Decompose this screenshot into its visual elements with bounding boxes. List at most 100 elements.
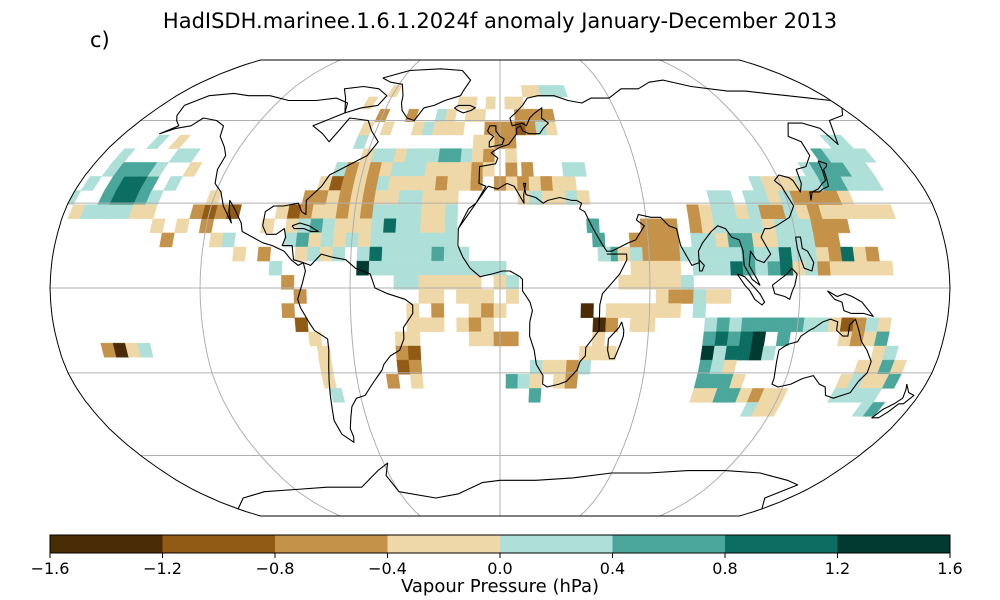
- anomaly-cell: [602, 345, 617, 361]
- anomaly-cell: [629, 246, 644, 262]
- anomaly-cell: [418, 317, 433, 332]
- anomaly-cell: [323, 204, 339, 219]
- anomaly-cell: [421, 190, 436, 205]
- anomaly-cell: [471, 148, 484, 163]
- anomaly-cell: [572, 162, 587, 177]
- anomaly-cell: [361, 190, 377, 205]
- meridian-line: [579, 60, 651, 516]
- coastline-iceland: [454, 104, 476, 114]
- anomaly-cell: [586, 218, 600, 234]
- anomaly-cell: [295, 232, 310, 248]
- anomaly-cell: [760, 345, 777, 361]
- anomaly-cell: [505, 162, 518, 177]
- anomaly-cell: [333, 218, 349, 234]
- anomaly-cell: [419, 232, 433, 248]
- anomaly-cell: [359, 204, 375, 219]
- anomaly-cell: [679, 246, 694, 262]
- anomaly-cell: [145, 134, 171, 149]
- anomaly-cell: [481, 289, 494, 304]
- anomaly-cell: [432, 218, 446, 234]
- anomaly-cell: [385, 190, 400, 205]
- anomaly-cell: [829, 260, 844, 276]
- panel-label: c): [90, 28, 110, 52]
- anomaly-cell: [692, 303, 707, 318]
- anomaly-cell: [853, 148, 877, 163]
- anomaly-cell: [466, 96, 478, 110]
- coastline-cuba: [291, 222, 319, 233]
- anomaly-cell: [419, 218, 434, 234]
- anomaly-cell: [394, 331, 409, 347]
- anomaly-cell: [443, 246, 457, 262]
- anomaly-cell: [373, 190, 389, 205]
- anomaly-cell: [281, 275, 295, 290]
- anomaly-cell: [754, 260, 769, 276]
- anomaly-cell: [413, 162, 428, 177]
- coastline-japan: [809, 160, 830, 201]
- anomaly-cell: [690, 232, 705, 248]
- colorbar: −1.6 −1.2 −0.8 −0.4 0.0 0.4 0.8 1.2 1.6: [31, 534, 963, 578]
- coastline-new-zealand: [871, 383, 915, 419]
- anomaly-cell: [424, 162, 439, 177]
- colorbar-bin: [837, 535, 950, 553]
- anomaly-cell: [418, 246, 433, 262]
- coastline-borneo: [771, 267, 798, 300]
- anomaly-cell: [554, 85, 569, 98]
- anomaly-cell: [431, 303, 445, 318]
- anomaly-cell: [426, 148, 441, 163]
- anomaly-cell: [668, 289, 682, 304]
- anomaly-cell: [842, 260, 857, 276]
- anomaly-cell: [383, 218, 397, 234]
- anomaly-cell: [444, 232, 458, 248]
- anomaly-cell: [653, 232, 668, 248]
- anomaly-cell: [740, 317, 756, 332]
- figure-title: HadISDH.marinee.1.6.1.2024f anomaly Janu…: [162, 9, 838, 33]
- anomaly-cell: [406, 246, 420, 262]
- colorbar-tick-label: −0.4: [368, 559, 407, 578]
- anomaly-cell: [878, 204, 896, 219]
- anomaly-cell: [381, 260, 395, 276]
- coastline-sumatra: [736, 273, 766, 306]
- anomaly-cell: [865, 246, 880, 262]
- anomaly-cell: [443, 275, 457, 290]
- anomaly-cell: [751, 331, 767, 347]
- anomaly-cell: [468, 331, 482, 347]
- anomaly-cell: [654, 246, 669, 262]
- map-border: [49, 59, 951, 517]
- anomaly-cell: [371, 204, 387, 219]
- anomaly-cell: [737, 218, 753, 234]
- anomaly-cell: [368, 260, 383, 276]
- anomaly-cell: [485, 96, 496, 110]
- anomaly-cell: [667, 303, 682, 318]
- anomaly-cell: [381, 246, 396, 262]
- anomaly-cell: [523, 108, 536, 123]
- anomaly-cell: [456, 246, 470, 262]
- anomaly-cell: [528, 388, 542, 403]
- anomaly-cell: [540, 176, 554, 191]
- anomaly-cell: [864, 317, 880, 332]
- anomaly-cell: [776, 232, 792, 248]
- anomaly-cell: [472, 134, 485, 149]
- anomaly-cell: [775, 331, 791, 347]
- anomaly-cell: [395, 218, 409, 234]
- anomaly-cell: [693, 289, 707, 304]
- anomaly-cell: [311, 204, 327, 219]
- anomaly-cell: [443, 260, 457, 276]
- anomaly-cell: [318, 359, 334, 375]
- colorbar-tick-label: 0.0: [487, 559, 512, 578]
- anomaly-cell: [718, 190, 735, 205]
- anomaly-cell: [420, 204, 435, 219]
- anomaly-cell: [753, 317, 768, 332]
- anomaly-cell: [468, 303, 482, 318]
- anomaly-cell: [458, 176, 472, 191]
- anomaly-cell: [618, 275, 632, 290]
- anomaly-cell: [514, 108, 526, 123]
- anomaly-cell: [408, 204, 423, 219]
- anomaly-cell: [739, 232, 755, 248]
- anomaly-cell: [137, 342, 154, 358]
- colorbar-bin: [387, 535, 500, 553]
- coastline-sri-lanka: [698, 259, 705, 272]
- anomaly-cell: [716, 317, 731, 332]
- anomaly-cell: [482, 148, 495, 163]
- anomaly-cell: [456, 275, 469, 290]
- anomaly-cell: [604, 317, 619, 332]
